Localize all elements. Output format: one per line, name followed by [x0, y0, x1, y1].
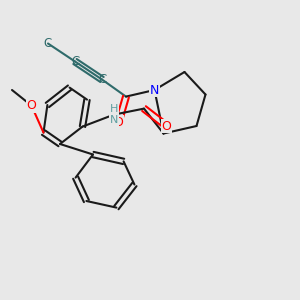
Text: H
N: H N: [110, 104, 118, 125]
Text: C: C: [71, 55, 79, 68]
Text: O: O: [162, 119, 171, 133]
Text: O: O: [114, 116, 123, 129]
Text: N: N: [150, 83, 159, 97]
Text: O: O: [27, 99, 36, 112]
Text: C: C: [98, 73, 106, 86]
Text: C: C: [44, 37, 52, 50]
